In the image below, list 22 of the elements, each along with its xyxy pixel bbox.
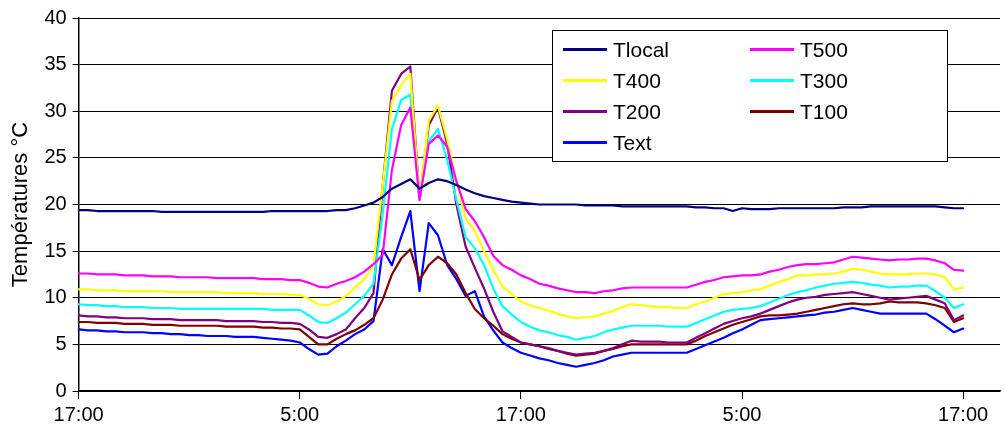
y-tick-label: 40 bbox=[44, 5, 67, 28]
y-axis-title: Températures °C bbox=[7, 121, 33, 288]
y-tick-label: 20 bbox=[44, 192, 67, 215]
y-tick-label: 10 bbox=[44, 285, 67, 308]
legend-label: T400 bbox=[613, 68, 661, 93]
y-tick-label: 15 bbox=[44, 238, 67, 261]
x-tick-label: 17:00 bbox=[53, 402, 104, 425]
x-tick-label: 17:00 bbox=[495, 402, 546, 425]
y-tick-label: 35 bbox=[44, 52, 67, 75]
legend-label: Text bbox=[613, 130, 652, 155]
legend-label: Tlocal bbox=[613, 37, 670, 62]
legend-label: T200 bbox=[613, 99, 661, 124]
legend-label: T300 bbox=[800, 68, 848, 93]
x-tick-label: 17:00 bbox=[938, 402, 989, 425]
legend-label: T500 bbox=[800, 37, 848, 62]
y-tick-label: 5 bbox=[55, 331, 67, 354]
x-tick-label: 5:00 bbox=[722, 402, 762, 425]
y-tick-label: 30 bbox=[44, 98, 67, 121]
y-tick-label: 25 bbox=[44, 145, 67, 168]
y-tick-label: 0 bbox=[55, 378, 67, 401]
legend-label: T100 bbox=[800, 99, 848, 124]
x-tick-label: 5:00 bbox=[280, 402, 320, 425]
